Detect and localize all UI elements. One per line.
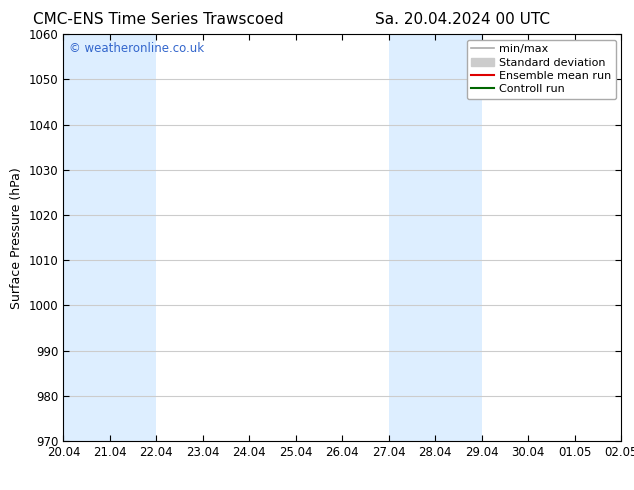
Legend: min/max, Standard deviation, Ensemble mean run, Controll run: min/max, Standard deviation, Ensemble me… <box>467 40 616 99</box>
Text: © weatheronline.co.uk: © weatheronline.co.uk <box>69 43 204 55</box>
Bar <box>389 34 482 441</box>
Y-axis label: Surface Pressure (hPa): Surface Pressure (hPa) <box>10 167 23 309</box>
Text: CMC-ENS Time Series Trawscoed: CMC-ENS Time Series Trawscoed <box>33 12 284 27</box>
Text: Sa. 20.04.2024 00 UTC: Sa. 20.04.2024 00 UTC <box>375 12 550 27</box>
Bar <box>63 34 157 441</box>
